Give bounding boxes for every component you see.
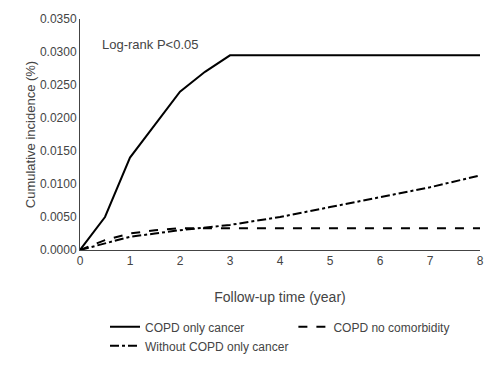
svg-text:4: 4 [277,254,284,268]
svg-text:0.0100: 0.0100 [40,177,77,191]
svg-text:0.0000: 0.0000 [40,243,77,257]
svg-text:Cumulative incidence (%): Cumulative incidence (%) [23,61,38,208]
svg-text:0.0150: 0.0150 [40,144,77,158]
svg-text:0.0200: 0.0200 [40,111,77,125]
svg-text:0.0050: 0.0050 [40,210,77,224]
svg-text:COPD only cancer: COPD only cancer [145,321,244,335]
svg-text:1: 1 [127,254,134,268]
svg-text:Follow-up time (year): Follow-up time (year) [214,289,345,305]
svg-text:0.0300: 0.0300 [40,45,77,59]
svg-text:Without COPD only cancer: Without COPD only cancer [145,340,288,354]
svg-text:2: 2 [177,254,184,268]
svg-text:Log-rank P<0.05: Log-rank P<0.05 [102,37,198,52]
svg-text:5: 5 [327,254,334,268]
svg-text:0.0250: 0.0250 [40,78,77,92]
svg-text:6: 6 [377,254,384,268]
svg-text:8: 8 [477,254,484,268]
svg-text:3: 3 [227,254,234,268]
svg-text:0: 0 [77,254,84,268]
svg-text:7: 7 [427,254,434,268]
svg-text:0.0350: 0.0350 [40,12,77,26]
svg-text:COPD no comorbidity: COPD no comorbidity [333,321,449,335]
